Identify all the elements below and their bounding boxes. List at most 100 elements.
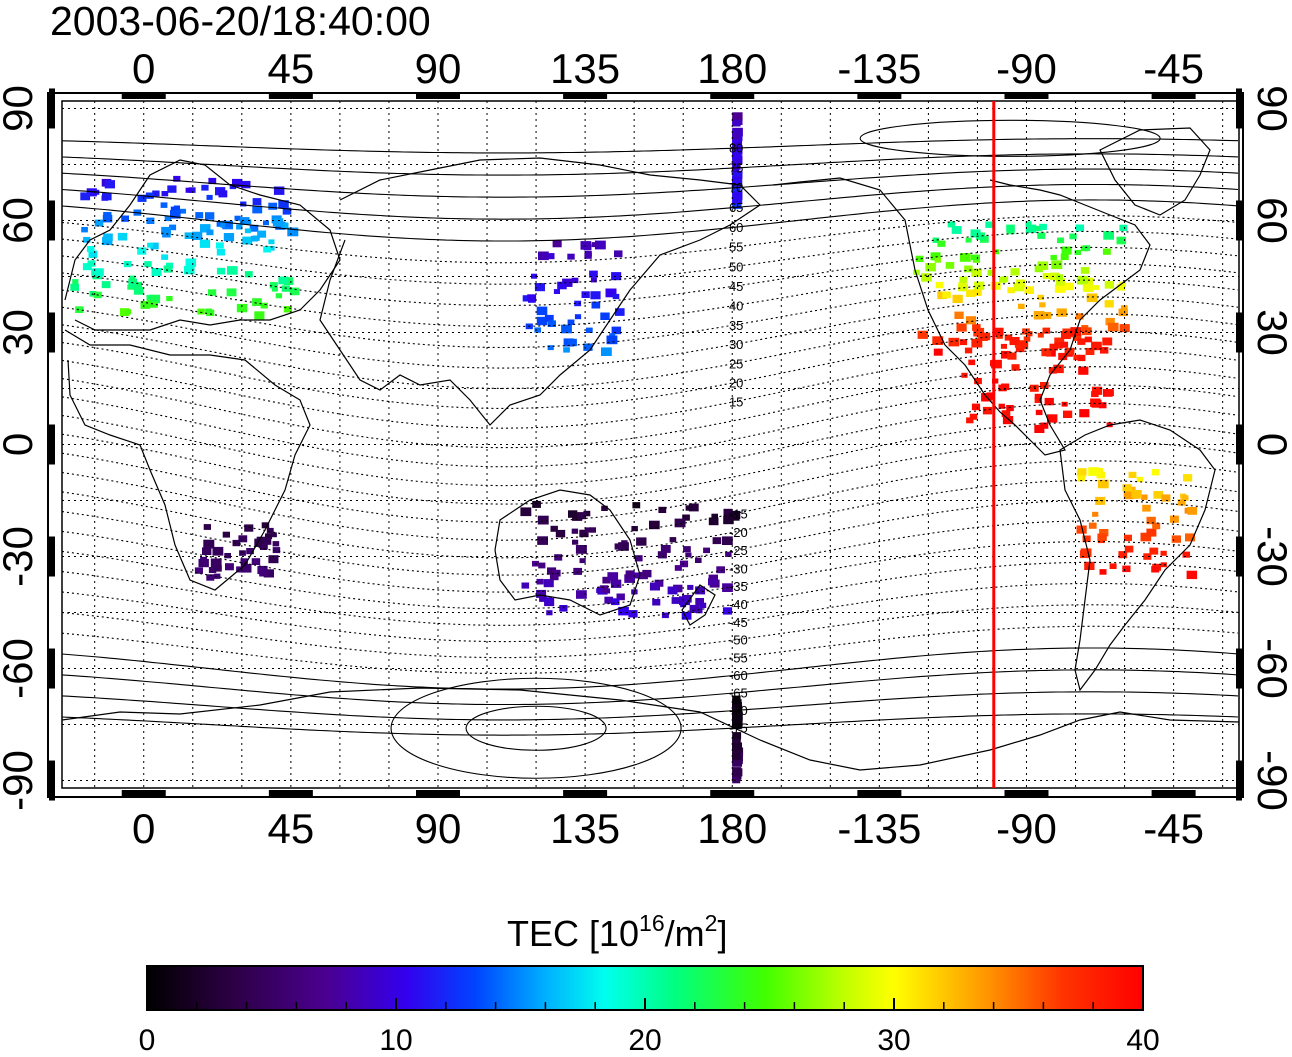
tec-cell — [133, 287, 144, 295]
tec-cell — [948, 337, 960, 347]
tec-cell — [1177, 499, 1186, 506]
lon-label-bottom: -45 — [1143, 805, 1204, 852]
lon-label-bottom: 135 — [550, 805, 620, 852]
tec-cell — [1076, 275, 1088, 285]
tec-cell — [252, 298, 262, 306]
frame-bar-left — [49, 200, 55, 241]
tec-cell — [1131, 490, 1142, 499]
tec-cell — [732, 196, 742, 204]
tec-cell — [1044, 397, 1054, 406]
tec-cell — [1060, 253, 1069, 261]
tec-cell — [954, 311, 964, 319]
tec-cell — [1078, 476, 1085, 482]
mlat-contour — [62, 199, 1239, 242]
tec-cell — [170, 210, 181, 219]
tec-cell — [244, 271, 253, 278]
tec-cell — [679, 560, 689, 568]
lon-label-top: -90 — [996, 45, 1057, 92]
tec-cell — [1037, 332, 1044, 338]
tec-cell — [1079, 409, 1090, 418]
tec-cell — [552, 569, 561, 577]
tec-cell — [942, 291, 951, 299]
tec-cell — [101, 195, 109, 201]
tec-cell — [80, 192, 91, 201]
tec-cell — [260, 302, 268, 309]
tec-cell — [599, 585, 609, 593]
mlat-contour — [62, 500, 1239, 576]
mlat-label: -55 — [729, 650, 748, 665]
tec-cell — [1001, 276, 1009, 282]
tec-cell — [83, 236, 91, 243]
tec-cell — [268, 555, 279, 564]
tec-cell — [1034, 397, 1043, 403]
tec-cell — [583, 343, 593, 351]
tec-cell — [266, 527, 274, 534]
tec-cell — [263, 569, 274, 578]
lat-label-right: -60 — [1249, 638, 1292, 699]
tec-cell — [1063, 410, 1073, 418]
tec-cell — [262, 538, 272, 545]
lon-label-bottom: -135 — [837, 805, 921, 852]
tec-cell — [722, 607, 733, 615]
tec-region-australia-new-zealand — [520, 500, 741, 620]
tec-cell — [591, 242, 598, 248]
tec-cell — [980, 332, 991, 341]
magnetic-latitude-labels: 80 75 70 65 60 55 50 45 40 35 30 25 20 15 -15 -20 -25 -30… — [729, 140, 748, 735]
magnetic-latitude-contours — [62, 119, 1239, 779]
tec-cell — [985, 221, 994, 228]
colorbar-tick-label: 30 — [877, 1024, 910, 1057]
tec-cell — [577, 512, 587, 520]
mlat-contour — [62, 582, 1239, 643]
mlat-contour — [62, 480, 1239, 559]
tec-cell — [1069, 233, 1077, 240]
frame-bar-left — [49, 760, 55, 801]
tec-cell — [1040, 382, 1049, 389]
tec-cell — [1007, 287, 1015, 294]
tec-cell — [1187, 507, 1198, 515]
tec-cell — [161, 191, 169, 197]
tec-cell — [1118, 308, 1128, 317]
tec-cell — [970, 229, 981, 238]
tec-cell — [522, 295, 531, 302]
tec-cell — [1181, 495, 1189, 501]
tec-cell — [184, 232, 193, 239]
tec-cell — [1051, 260, 1063, 270]
tec-cell — [1086, 293, 1098, 303]
tec-cell — [913, 269, 920, 275]
tec-cell — [586, 327, 593, 333]
tec-cell — [1006, 405, 1014, 412]
lon-label-bottom: 45 — [268, 805, 315, 852]
tec-cell — [199, 239, 211, 248]
tec-cell — [1093, 285, 1100, 290]
tec-cell — [1122, 565, 1131, 573]
mlat-contour — [62, 153, 1239, 176]
tec-cell — [103, 233, 113, 242]
tec-cell — [201, 184, 209, 191]
lat-label-right: 0 — [1249, 433, 1292, 456]
tec-cell — [934, 257, 941, 263]
tec-cell — [1102, 337, 1113, 346]
tec-cell — [89, 250, 98, 258]
frame-bar-right — [1236, 760, 1242, 801]
mlat-label: -25 — [729, 543, 748, 558]
tec-cell — [589, 270, 598, 278]
longitude-labels-bottom: 0 45 90 135 180 -135 -90 -45 — [132, 805, 1204, 852]
tec-cell — [539, 595, 547, 602]
tec-cell — [1037, 261, 1049, 270]
tec-cell — [951, 226, 962, 234]
tec-cell — [674, 518, 686, 528]
tec-cell — [223, 233, 235, 242]
tec-cell — [283, 306, 292, 313]
tec-cell — [146, 294, 154, 301]
mlat-contour — [62, 246, 1239, 307]
tec-cell — [1127, 546, 1134, 552]
tec-cell — [218, 190, 228, 198]
tec-cell — [125, 309, 132, 315]
tec-cell — [959, 253, 971, 262]
tec-cell — [225, 222, 232, 228]
tec-cell — [998, 384, 1007, 392]
tec-cell — [732, 143, 740, 150]
tec-cell — [732, 768, 743, 777]
tec-cell — [555, 529, 566, 538]
